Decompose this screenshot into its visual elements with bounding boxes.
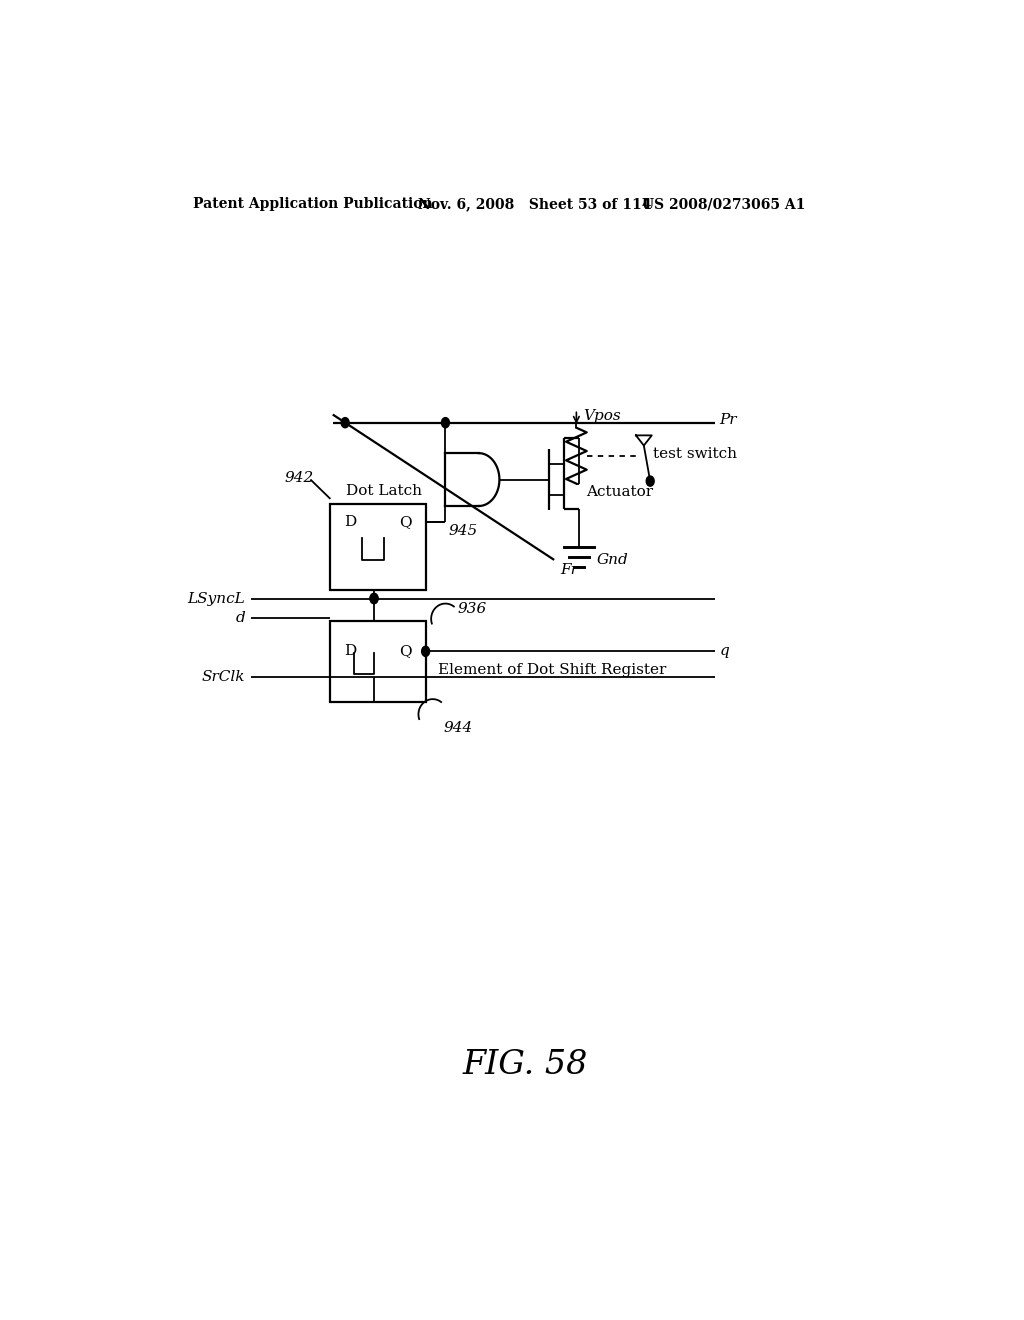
Text: Fr: Fr	[560, 564, 579, 577]
Text: D: D	[345, 644, 357, 659]
Text: D: D	[345, 515, 357, 529]
Text: Q: Q	[398, 515, 412, 529]
Text: Element of Dot Shift Register: Element of Dot Shift Register	[437, 663, 666, 677]
Text: q: q	[719, 644, 729, 659]
Text: FIG. 58: FIG. 58	[462, 1049, 588, 1081]
Text: Patent Application Publication: Patent Application Publication	[194, 197, 433, 211]
Text: Nov. 6, 2008   Sheet 53 of 114: Nov. 6, 2008 Sheet 53 of 114	[418, 197, 651, 211]
Text: test switch: test switch	[653, 446, 737, 461]
Text: LSyncL: LSyncL	[187, 591, 246, 606]
Circle shape	[370, 594, 378, 603]
Circle shape	[370, 594, 378, 603]
Text: Dot Latch: Dot Latch	[346, 483, 422, 498]
Circle shape	[422, 647, 430, 656]
Text: SrClk: SrClk	[202, 669, 246, 684]
Circle shape	[341, 417, 349, 428]
Text: 942: 942	[285, 470, 313, 484]
Text: US 2008/0273065 A1: US 2008/0273065 A1	[642, 197, 806, 211]
Bar	[331, 620, 426, 702]
Text: Gnd: Gnd	[596, 553, 628, 566]
Text: 936: 936	[458, 602, 486, 615]
Text: d: d	[236, 611, 246, 624]
Bar	[331, 504, 426, 590]
Circle shape	[441, 417, 450, 428]
Text: Actuator: Actuator	[586, 484, 653, 499]
Text: Vpos: Vpos	[583, 409, 621, 422]
Text: 945: 945	[449, 524, 478, 539]
Circle shape	[646, 477, 654, 486]
Text: Pr: Pr	[719, 413, 736, 426]
Text: Q: Q	[398, 644, 412, 659]
Text: 944: 944	[443, 721, 473, 735]
